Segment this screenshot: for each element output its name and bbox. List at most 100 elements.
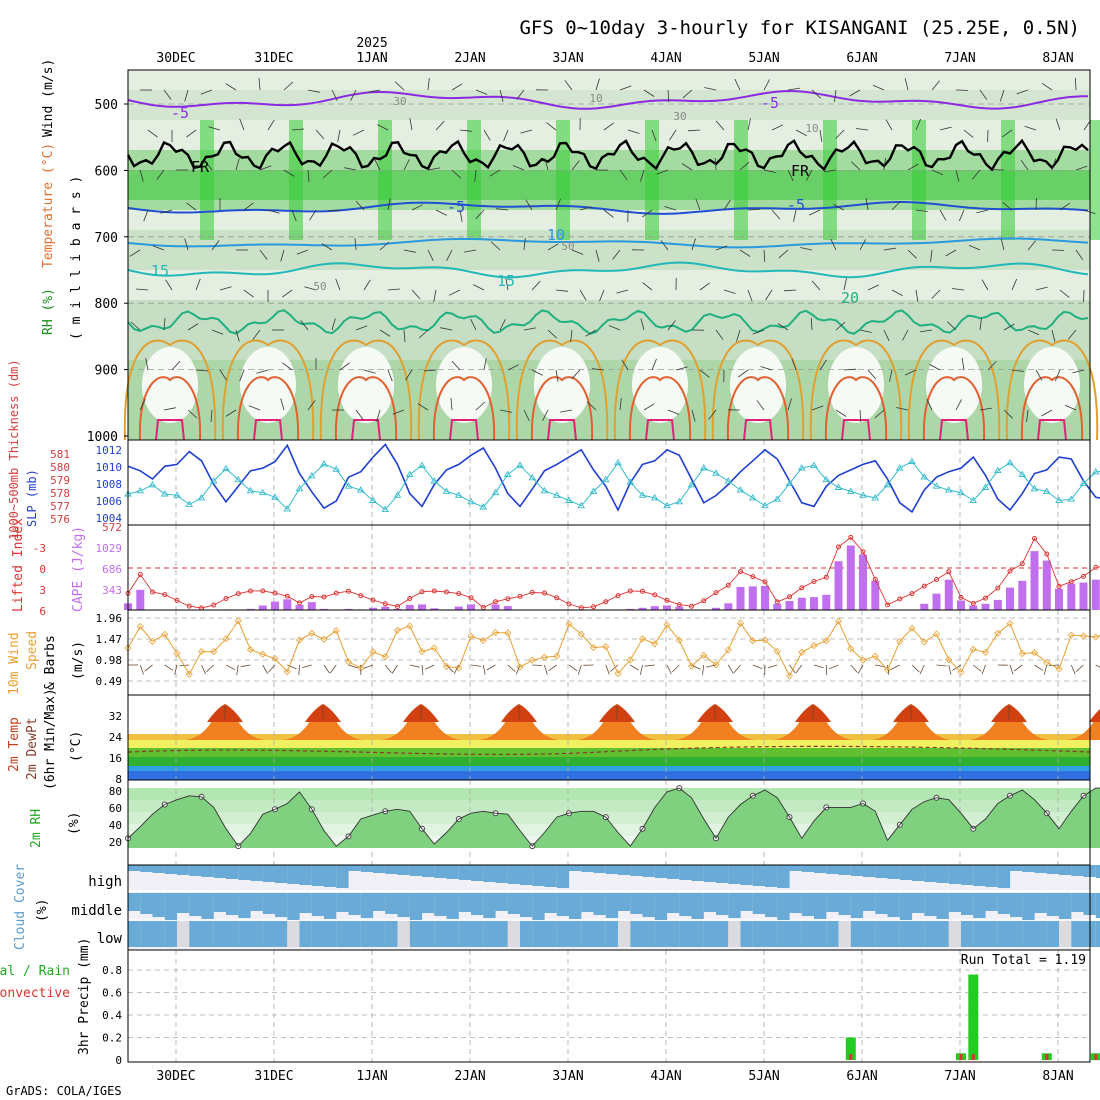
- wind-barb: [256, 369, 269, 374]
- temp-contour-30-loop-3: [432, 376, 496, 441]
- cloud-high-bar: [1010, 865, 1023, 871]
- cloud-high-bar: [581, 865, 594, 872]
- cloud-high-bar: [936, 865, 949, 883]
- li-point: [493, 599, 498, 605]
- wind-barb: [958, 209, 965, 222]
- wind-barb: [211, 329, 224, 335]
- cloud-mid-bar: [275, 893, 288, 917]
- cloud-low-bar: [679, 921, 692, 947]
- cloud-mid-bar: [458, 893, 472, 912]
- temp-contour-10: [127, 237, 1089, 249]
- temperature-axis-label: Temperature (°C): [41, 143, 56, 268]
- li-point: [946, 569, 952, 575]
- li-point: [284, 593, 290, 599]
- temp-contour-30-loop-9: [1020, 376, 1084, 441]
- moist-column-3: [467, 120, 481, 240]
- wind-barb: [403, 249, 416, 253]
- wind-barb: [643, 403, 655, 411]
- wind-barb: [499, 319, 506, 331]
- cloud-high-bar: [667, 865, 680, 879]
- wind-barb: [930, 249, 933, 262]
- wind-barb: [1051, 158, 1057, 171]
- cloud-mid-bar: [189, 893, 202, 916]
- wind-barb: [160, 209, 173, 214]
- data-marks: -5 -5 FR FR -5 -5 10 15 15 20 10 10 30 30 50 50: [123, 77, 1100, 1061]
- cloud-high-bar: [471, 865, 484, 881]
- wind-speed-point: [761, 636, 769, 644]
- surface-wind-barb: [948, 664, 952, 675]
- wind-barb: [979, 89, 988, 101]
- cloud-low-bar: [238, 921, 251, 947]
- wind-barb: [560, 409, 573, 413]
- wind-barb: [555, 289, 568, 292]
- cloud-high-bar: [458, 865, 472, 880]
- cape-bar: [1042, 560, 1051, 610]
- rh-axis-label: RH (%): [41, 288, 56, 335]
- wind-barb: [945, 249, 957, 257]
- li-point: [934, 577, 939, 582]
- cape-bar: [724, 603, 733, 610]
- precip-tick-0: 0: [115, 1054, 122, 1067]
- temp-contour-35-loop-9: [1037, 419, 1067, 441]
- wind-barb: [608, 325, 621, 331]
- wind-barb: [307, 400, 316, 411]
- wind-barb: [280, 249, 285, 262]
- cloud-mid-bar: [385, 893, 398, 914]
- temp-contour-25-loop-3: [417, 339, 511, 441]
- cape-bar: [626, 608, 635, 610]
- li-point: [836, 544, 841, 550]
- surface-wind-barb: [348, 664, 359, 669]
- cloud-high-bar: [814, 865, 827, 873]
- cloud-mid-bar: [262, 893, 276, 914]
- wind-barb: [763, 249, 766, 263]
- li-point: [983, 595, 988, 601]
- wind-speed-point: [724, 646, 732, 654]
- wind-barb: [204, 160, 213, 171]
- wind-barb: [872, 84, 885, 91]
- li-point: [1081, 573, 1086, 579]
- wind-barb: [446, 249, 453, 261]
- cloud-low-bar: [1010, 921, 1023, 947]
- li-point: [223, 596, 229, 601]
- wind-speed-point: [834, 617, 843, 625]
- wind-barb: [819, 129, 823, 142]
- cloud-high-bar: [1095, 865, 1100, 878]
- wind-barb: [475, 89, 488, 95]
- wind-barb: [889, 369, 893, 382]
- cloud-high-bar: [740, 865, 753, 885]
- thickness-point: [699, 464, 708, 471]
- temp-contour-30-loop-6: [726, 376, 790, 441]
- wind-barb: [571, 160, 580, 171]
- wind-barb: [291, 128, 305, 131]
- cape-bar: [797, 597, 806, 610]
- wind-speed-point: [638, 635, 647, 643]
- wind-barb: [1020, 159, 1029, 171]
- cloud-low-bar: [850, 921, 864, 947]
- year-label: 2025: [356, 36, 387, 51]
- thickness-point: [687, 481, 696, 488]
- temp-tick-8: 8: [115, 773, 122, 786]
- cape-bar: [761, 585, 769, 610]
- cape-bar: [663, 605, 671, 610]
- surface-wind-barb: [384, 664, 392, 674]
- wind-barb: [952, 288, 965, 291]
- surface-wind-barb: [144, 664, 153, 672]
- cape-ticks: -3 0 3 6 1029 686 343: [33, 542, 122, 618]
- wind-barb: [423, 369, 437, 372]
- wind-barb: [1054, 369, 1061, 382]
- li-point: [738, 569, 743, 574]
- wind-barb: [1059, 202, 1071, 211]
- cloud-mid-bar: [348, 893, 361, 915]
- wind-barb: [195, 369, 209, 372]
- li-point: [958, 594, 964, 600]
- footer-credit: GrADS: COLA/IGES: [6, 1084, 122, 1098]
- contour-label-50: 50: [313, 280, 326, 293]
- wind-barb: [747, 208, 761, 211]
- cloud-mid-bar: [360, 893, 374, 918]
- wind-barb: [595, 249, 600, 262]
- temp-contour-30-loop-5: [628, 376, 692, 441]
- li-point: [1019, 561, 1025, 567]
- temp-contour-35-loop-3: [449, 419, 479, 441]
- rh-band-2m-4: [128, 788, 1090, 800]
